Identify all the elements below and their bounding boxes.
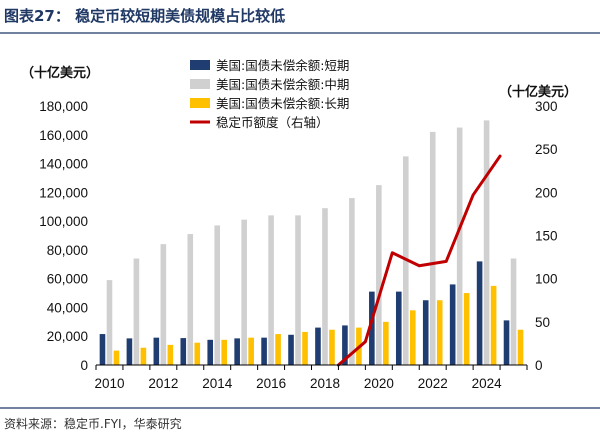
- bar-short-2011: [126, 338, 133, 365]
- x-tick-label: 2014: [202, 376, 233, 391]
- left-y-tick-label: 140,000: [39, 157, 88, 172]
- left-y-tick-label: 0: [80, 358, 88, 373]
- stablecoin-line: [336, 154, 502, 367]
- bar-long-2011: [140, 347, 147, 365]
- left-y-tick-label: 100,000: [39, 214, 88, 229]
- bar-long-2024: [490, 285, 497, 365]
- bar-long-2015: [248, 337, 254, 365]
- left-y-tick-label: 160,000: [39, 128, 88, 143]
- bar-short-2015: [234, 338, 240, 365]
- bar-short-2017: [288, 334, 294, 365]
- left-y-tick-label: 80,000: [47, 243, 88, 258]
- bar-mid-2019: [349, 198, 355, 365]
- x-tick-label: 2024: [472, 376, 503, 391]
- right-y-tick-label: 200: [535, 185, 558, 200]
- right-y-tick-label: 50: [535, 315, 550, 330]
- right-y-tick-label: 150: [535, 229, 558, 244]
- right-y-tick-label: 0: [535, 358, 543, 373]
- legend-label: 美国:国债未偿余额:短期: [216, 58, 349, 73]
- bar-long-2021: [409, 310, 416, 365]
- bar-long-2022: [436, 300, 443, 365]
- legend-label: 美国:国债未偿余额:中期: [216, 77, 349, 92]
- x-axis: 2010 2012 2014 2016 2018 2020 2022 2024: [94, 365, 528, 391]
- right-y-tick-label: 300: [535, 99, 558, 114]
- right-y-tick-label: 250: [535, 142, 558, 157]
- bar-mid-2024: [483, 120, 490, 365]
- bar-short-2019: [342, 325, 348, 365]
- left-y-axis: 0 20,000 40,000 60,000 80,000 100,000 120,000 1…: [39, 99, 88, 373]
- bar-long-2020: [383, 321, 389, 365]
- bar-mid-2014: [214, 225, 221, 365]
- bar-mid-2025: [510, 258, 517, 365]
- x-tick-label: 2012: [148, 376, 178, 391]
- line-series-group: [336, 154, 502, 367]
- right-y-axis: 0 50 100 150 200 250 300: [535, 99, 558, 373]
- bar-long-2017: [302, 331, 308, 365]
- bar-long-2016: [275, 334, 281, 365]
- bar-long-2025: [517, 329, 524, 365]
- bar-mid-2018: [322, 208, 328, 365]
- bar-mid-2015: [241, 219, 247, 365]
- bar-short-2016: [261, 337, 267, 365]
- left-y-tick-label: 20,000: [47, 329, 88, 344]
- bar-long-2014: [221, 339, 228, 365]
- left-y-tick-label: 60,000: [47, 272, 88, 287]
- bar-short-2025: [503, 320, 510, 365]
- bar-short-2010: [99, 334, 106, 365]
- legend: 美国:国债未偿余额:短期美国:国债未偿余额:中期美国:国债未偿余额:长期稳定币额…: [190, 58, 349, 130]
- legend-swatch-long: [190, 98, 210, 108]
- bar-mid-2016: [268, 215, 274, 365]
- bar-mid-2011: [133, 258, 140, 365]
- left-axis-unit: （十亿美元）: [21, 65, 99, 81]
- chart-title: 图表27： 稳定币较短期美债规模占比较低: [4, 7, 285, 25]
- bar-long-2013: [194, 342, 201, 365]
- bar-mid-2010: [106, 280, 113, 365]
- x-tick-label: 2020: [364, 376, 394, 391]
- bar-short-2020: [369, 291, 375, 365]
- bar-series-group: [99, 120, 524, 365]
- bar-mid-2020: [376, 185, 382, 365]
- bar-short-2024: [476, 261, 483, 365]
- legend-label: 美国:国债未偿余额:长期: [216, 96, 349, 111]
- legend-label: 稳定币额度（右轴）: [216, 115, 329, 130]
- bar-short-2021: [395, 291, 402, 365]
- legend-swatch-mid: [190, 79, 210, 89]
- bar-short-2012: [153, 337, 160, 365]
- bar-mid-2013: [187, 234, 194, 365]
- x-tick-label: 2022: [418, 376, 448, 391]
- bar-short-2023: [449, 284, 456, 365]
- bar-short-2022: [422, 300, 429, 365]
- bar-short-2013: [180, 338, 187, 365]
- bar-mid-2017: [295, 215, 301, 365]
- bar-short-2014: [207, 339, 214, 365]
- bar-long-2018: [329, 329, 335, 365]
- x-tick-label: 2016: [256, 376, 286, 391]
- bar-mid-2023: [456, 127, 463, 365]
- right-axis-unit: （十亿美元）: [499, 84, 577, 100]
- bar-mid-2012: [160, 244, 167, 365]
- left-y-tick-label: 40,000: [47, 300, 88, 315]
- legend-swatch-short: [190, 60, 210, 70]
- left-y-tick-label: 120,000: [39, 185, 88, 200]
- bar-mid-2022: [429, 131, 436, 365]
- bar-long-2010: [113, 350, 120, 365]
- x-tick-label: 2018: [310, 376, 340, 391]
- right-y-tick-label: 100: [535, 272, 558, 287]
- bar-short-2018: [315, 327, 321, 365]
- source-note: 资料来源：稳定币.FYI，华泰研究: [4, 416, 182, 431]
- bar-long-2023: [463, 293, 470, 365]
- bar-long-2012: [167, 344, 174, 365]
- left-y-tick-label: 180,000: [39, 99, 88, 114]
- x-tick-label: 2010: [94, 376, 124, 391]
